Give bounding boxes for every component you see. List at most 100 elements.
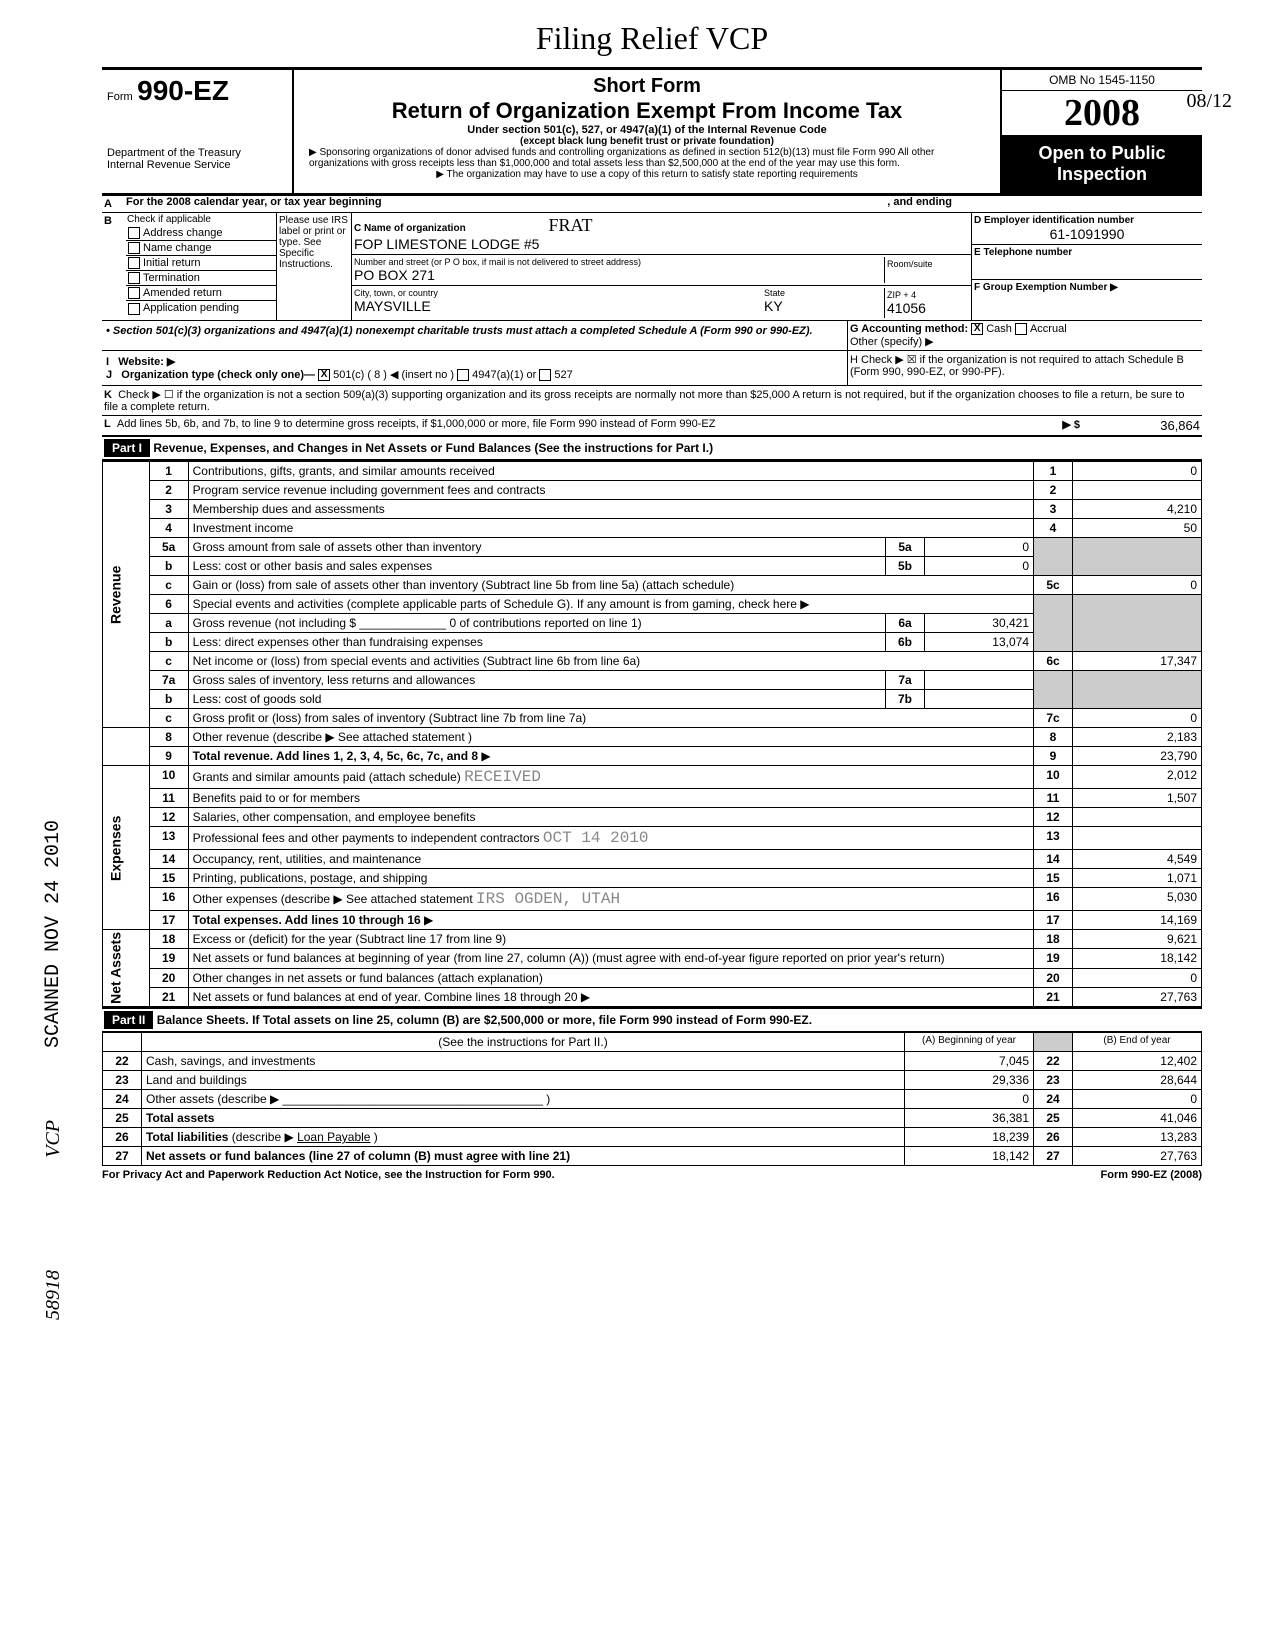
tax-year: 2008 <box>1002 91 1202 135</box>
check-name[interactable]: Name change <box>126 241 276 256</box>
check-cash[interactable] <box>971 323 983 335</box>
line-17-val: 14,169 <box>1073 911 1202 930</box>
handwritten-title: Filing Relief VCP <box>102 20 1202 57</box>
bs-25b: 41,046 <box>1073 1109 1202 1128</box>
header-right: OMB No 1545-1150 2008 Open to Public Ins… <box>1000 70 1202 193</box>
line-1-val: 0 <box>1073 462 1202 481</box>
please-use: Please use IRS label or print or type. S… <box>277 213 352 320</box>
part2-title: Balance Sheets. If Total assets on line … <box>157 1013 812 1027</box>
bs-22a: 7,045 <box>905 1052 1034 1071</box>
row-a-ending: , and ending <box>887 196 952 212</box>
stamp-oct: OCT 14 2010 <box>543 829 649 847</box>
except-text: (except black lung benefit trust or priv… <box>299 136 995 147</box>
col-b-header: (B) End of year <box>1073 1033 1202 1052</box>
bs-23a: 29,336 <box>905 1071 1034 1090</box>
section-revenue: Revenue <box>103 462 150 728</box>
state-value: KY <box>764 298 884 314</box>
part1-title: Revenue, Expenses, and Changes in Net As… <box>153 441 713 455</box>
line-5b-val: 0 <box>925 557 1034 576</box>
line-20-val: 0 <box>1073 968 1202 987</box>
part1-table: Revenue 1Contributions, gifts, grants, a… <box>102 461 1202 1007</box>
bs-24b: 0 <box>1073 1090 1202 1109</box>
row-f-label: F Group Exemption Number ▶ <box>974 282 1200 293</box>
line-9-val: 23,790 <box>1073 747 1202 766</box>
stamp-ogden: IRS OGDEN, UTAH <box>476 890 620 908</box>
block-c: C Name of organization FRAT FOP LIMESTON… <box>352 213 971 320</box>
line-14-val: 4,549 <box>1073 850 1202 869</box>
line-7a-val <box>925 671 1034 690</box>
line-16-val: 5,030 <box>1073 888 1202 911</box>
bs-22b: 12,402 <box>1073 1052 1202 1071</box>
footer: For Privacy Act and Paperwork Reduction … <box>102 1166 1202 1181</box>
footer-privacy: For Privacy Act and Paperwork Reduction … <box>102 1169 555 1181</box>
letter-a: A <box>102 196 126 212</box>
row-d-label: D Employer identification number <box>974 215 1200 226</box>
city-value: MAYSVILLE <box>354 298 764 314</box>
block-b-c-d: B Check if applicable Address change Nam… <box>102 213 1202 320</box>
city-label: City, town, or country <box>354 288 764 298</box>
header-center: Short Form Return of Organization Exempt… <box>294 70 1000 193</box>
irs-label: Internal Revenue Service <box>107 159 287 171</box>
row-a: A For the 2008 calendar year, or tax yea… <box>102 196 1202 213</box>
check-501c[interactable] <box>318 369 330 381</box>
org-name: FOP LIMESTONE LODGE #5 <box>354 236 969 252</box>
side-stamp-num: 58918 <box>42 1270 65 1320</box>
letter-b: B <box>102 213 126 320</box>
check-527[interactable] <box>539 369 551 381</box>
form-prefix: Form <box>107 91 133 103</box>
check-accrual[interactable] <box>1015 323 1027 335</box>
form-page: SCANNED NOV 24 2010 VCP 58918 Filing Rel… <box>102 20 1202 1181</box>
zip-value: 41056 <box>887 300 967 316</box>
line-6a-val: 30,421 <box>925 614 1034 633</box>
line-7b-val <box>925 690 1034 709</box>
addr-label: Number and street (or P O box, if mail i… <box>354 257 884 267</box>
side-stamp-vcp: VCP <box>42 1120 65 1158</box>
bs-27b: 27,763 <box>1073 1147 1202 1166</box>
handwritten-year: 08/12 <box>1186 90 1232 113</box>
col-a-header: (A) Beginning of year <box>905 1033 1034 1052</box>
under-section: Under section 501(c), 527, or 4947(a)(1)… <box>299 124 995 136</box>
check-addr[interactable]: Address change <box>126 226 276 241</box>
room-suite: Room/suite <box>884 257 969 283</box>
omb-number: OMB No 1545-1150 <box>1002 70 1202 91</box>
short-form-label: Short Form <box>299 75 995 98</box>
part2-label: Part II <box>104 1011 153 1029</box>
block-b-checks: Check if applicable Address change Name … <box>126 213 277 320</box>
check-term[interactable]: Termination <box>126 271 276 286</box>
sponsor-text-1: ▶ Sponsoring organizations of donor advi… <box>299 147 995 169</box>
line-8-val: 2,183 <box>1073 728 1202 747</box>
bs-25a: 36,381 <box>905 1109 1034 1128</box>
line-4-val: 50 <box>1073 519 1202 538</box>
row-k: K Check ▶ ☐ if the organization is not a… <box>102 386 1202 416</box>
form-number: 990-EZ <box>137 75 229 106</box>
block-def: D Employer identification number 61-1091… <box>971 213 1202 320</box>
check-app[interactable]: Application pending <box>126 301 276 315</box>
sponsor-text-2: ▶ The organization may have to use a cop… <box>299 169 995 180</box>
check-4947[interactable] <box>457 369 469 381</box>
row-j-label: Organization type (check only one)— <box>121 369 315 381</box>
check-initial[interactable]: Initial return <box>126 256 276 271</box>
line-19-val: 18,142 <box>1073 949 1202 968</box>
line-15-val: 1,071 <box>1073 869 1202 888</box>
line-6b-val: 13,074 <box>925 633 1034 652</box>
ein-value: 61-1091990 <box>974 226 1200 242</box>
line-21-val: 27,763 <box>1073 987 1202 1006</box>
hw-frat: FRAT <box>548 215 592 235</box>
line-18-val: 9,621 <box>1073 930 1202 949</box>
row-l-value: 36,864 <box>1080 418 1200 433</box>
addr-value: PO BOX 271 <box>354 267 884 283</box>
footer-form: Form 990-EZ (2008) <box>1101 1169 1202 1181</box>
section-expenses: Expenses <box>103 766 150 930</box>
bs-24a: 0 <box>905 1090 1034 1109</box>
row-h: H Check ▶ ☒ if the organization is not r… <box>847 351 1202 385</box>
line-13-val <box>1073 827 1202 850</box>
row-g: G Accounting method: Cash Accrual Other … <box>847 321 1202 350</box>
bs-26a: 18,239 <box>905 1128 1034 1147</box>
side-stamp-scanned: SCANNED NOV 24 2010 <box>42 820 65 1048</box>
row-a-text: For the 2008 calendar year, or tax year … <box>126 196 382 212</box>
line-10-val: 2,012 <box>1073 766 1202 789</box>
line-3-val: 4,210 <box>1073 500 1202 519</box>
stamp-received: RECEIVED <box>464 768 541 786</box>
check-amended[interactable]: Amended return <box>126 286 276 301</box>
header-left: Form 990-EZ Department of the Treasury I… <box>102 70 294 193</box>
